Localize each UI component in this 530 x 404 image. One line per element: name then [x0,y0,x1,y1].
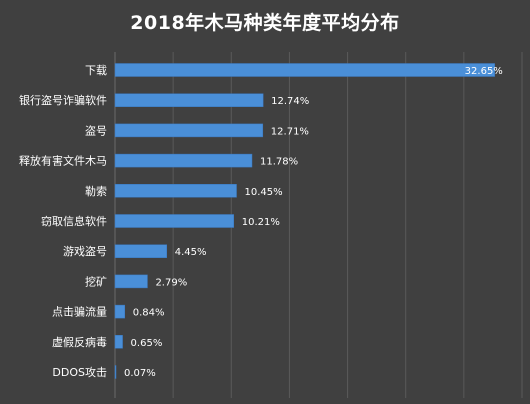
category-label: 游戏盗号 [63,245,107,258]
category-label: 点击骗流量 [52,305,107,319]
data-label: 10.45% [245,187,283,198]
data-label: 0.07% [124,368,156,379]
bars [114,63,495,379]
bar [114,123,264,138]
category-label: 虚假反病毒 [52,335,107,349]
category-label: 勒索 [85,184,107,198]
category-label: 下载 [85,64,107,77]
bar [114,304,126,319]
bar [114,335,123,349]
data-label: 12.71% [271,126,309,137]
bar [114,274,148,289]
category-label: 挖矿 [85,274,107,288]
data-label: 10.21% [242,217,280,228]
data-label: 0.65% [131,338,163,349]
bar [114,244,167,258]
bar [114,63,495,77]
category-label: DDOS攻击 [52,365,107,379]
category-label: 窃取信息软件 [41,214,107,228]
data-label: 12.74% [271,96,309,107]
data-label: 0.84% [133,308,165,319]
bar [114,365,117,379]
data-label: 4.45% [175,247,207,258]
category-label: 释放有害文件木马 [19,154,107,168]
bar [114,184,237,198]
category-label: 盗号 [85,124,107,137]
bar [114,214,234,228]
bar [114,153,253,168]
labels: 下载 32.65% 银行盗号诈骗软件 12.74% 盗号 12.71% 释放有害文件木马 11… [19,64,503,379]
chart-title: 2018年木马种类年度平均分布 [130,12,400,34]
data-label: 32.65% [465,66,503,77]
data-label: 11.78% [260,157,298,168]
data-label: 2.79% [155,277,187,288]
bar [114,93,264,107]
category-label: 银行盗号诈骗软件 [19,93,107,107]
